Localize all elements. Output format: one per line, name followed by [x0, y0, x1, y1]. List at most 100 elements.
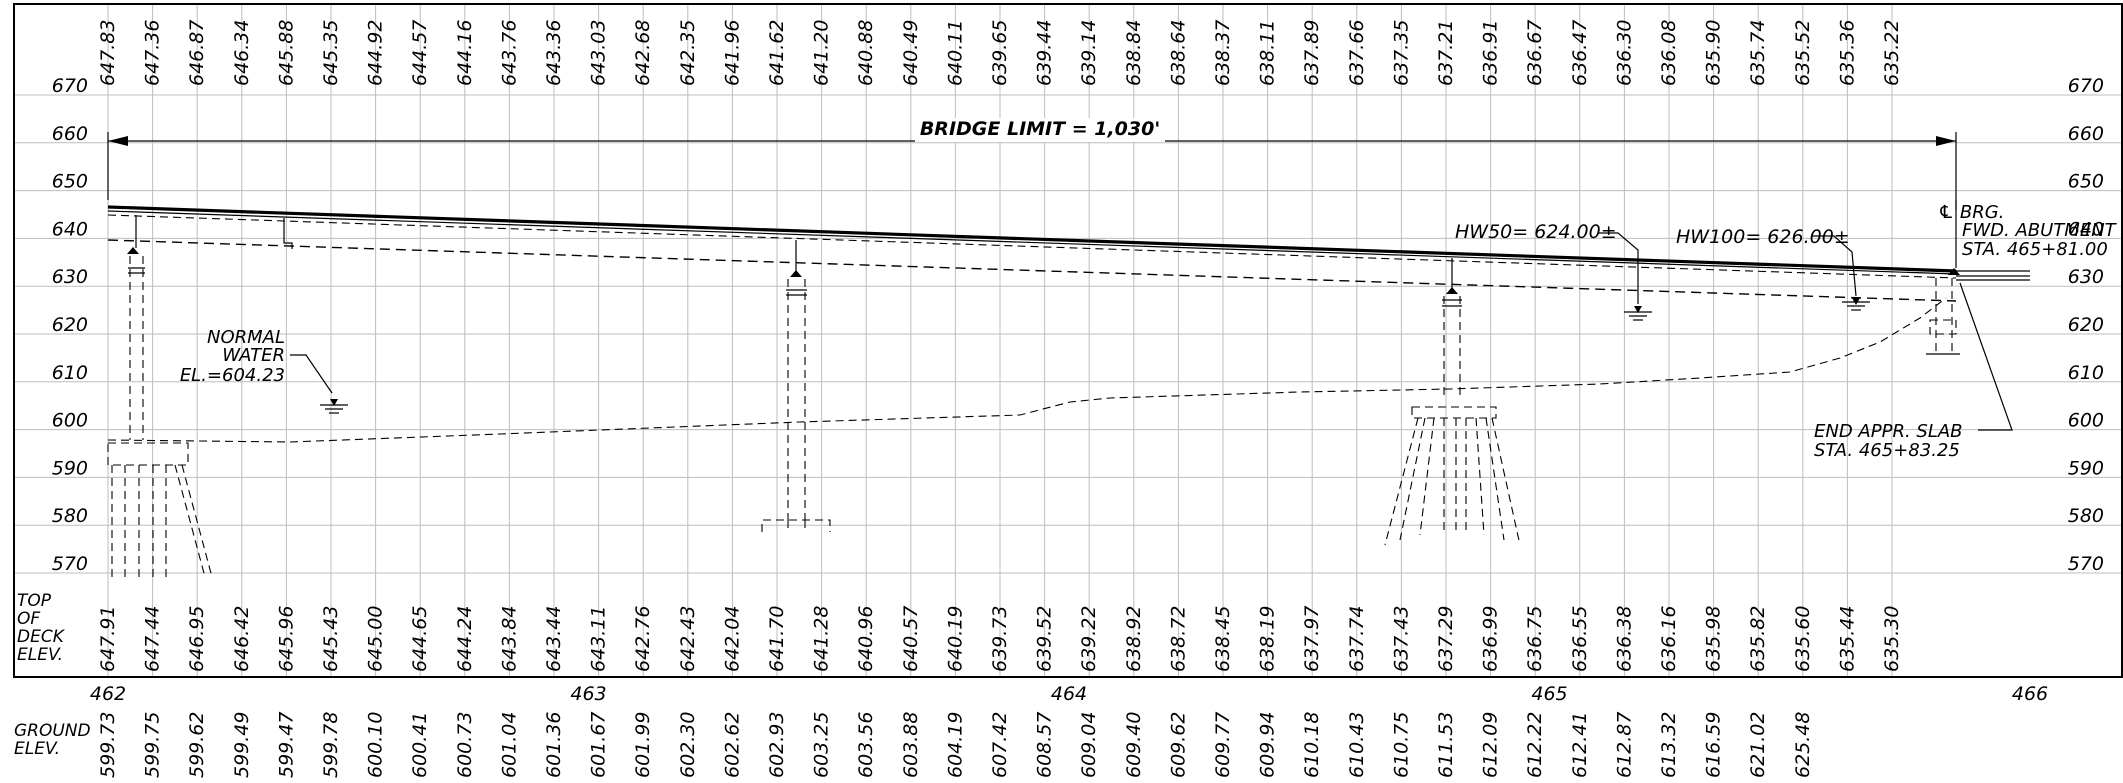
profile-grade-value: 643.03: [588, 20, 610, 86]
top-of-deck-value: 647.91: [97, 606, 119, 672]
normal-water-symbol: [290, 354, 348, 414]
ground-elev-value: 600.10: [365, 712, 387, 778]
station-label: 465: [1531, 683, 1567, 705]
top-of-deck-value: 644.24: [454, 606, 476, 672]
top-of-deck-value: 645.00: [365, 606, 387, 672]
top-of-deck-value: 637.74: [1346, 606, 1368, 672]
horizontal-gridlines: [14, 94, 2122, 574]
top-of-deck-value: 647.44: [142, 606, 164, 672]
normal-water-label-1: NORMAL: [207, 327, 285, 348]
elevation-label-right: 580: [2068, 505, 2104, 527]
profile-grade-value: 647.83: [97, 20, 119, 86]
top-of-deck-value: 640.96: [855, 606, 877, 672]
ground-elev-value: 616.59: [1703, 712, 1725, 778]
profile-grade-value: 642.68: [632, 20, 654, 86]
profile-grade-value: 638.84: [1123, 20, 1145, 86]
ground-elev-value: 602.62: [721, 712, 743, 778]
ground-elev-value: 625.48: [1792, 712, 1814, 778]
elevation-label-left: 640: [52, 218, 88, 240]
profile-grade-value: 644.57: [409, 20, 431, 86]
ground-elev-label: GROUND ELEV.: [14, 721, 91, 759]
ground-elev-value: 612.41: [1569, 712, 1591, 778]
top-of-deck-value: 636.75: [1524, 606, 1546, 672]
ground-elev-value: 603.25: [811, 712, 833, 778]
ground-elev-value: 610.18: [1301, 712, 1323, 778]
deck-label-3: DECK: [17, 627, 66, 647]
ground-elev-value: 599.47: [275, 712, 297, 778]
hw100-symbol: [1812, 235, 1870, 311]
profile-grade-value: 643.76: [498, 20, 520, 86]
top-of-deck-value: 638.92: [1123, 606, 1145, 672]
profile-grade-value: 644.92: [365, 20, 387, 86]
profile-grade-value: 639.65: [989, 20, 1011, 86]
ground-label-2: ELEV.: [14, 739, 60, 759]
top-of-deck-value: 638.72: [1167, 606, 1189, 672]
top-of-deck-value: 635.44: [1836, 606, 1858, 672]
normal-water-note: NORMAL WATER EL.=604.23: [180, 327, 285, 386]
top-of-deck-value: 646.42: [231, 606, 253, 672]
top-of-deck-value: 641.28: [811, 606, 833, 672]
approach-slab-leader: [1959, 282, 2013, 431]
top-of-deck-value: 637.97: [1301, 606, 1323, 672]
top-of-deck-value: 645.43: [320, 606, 342, 672]
bearing-label-1: ℄ BRG.: [1938, 202, 2004, 223]
ground-elev-value: 611.53: [1435, 712, 1457, 778]
approach-slab-note: END APPR. SLAB STA. 465+83.25: [1814, 421, 1963, 461]
deck-break-mark: [283, 218, 293, 249]
top-of-deck-value: 643.11: [588, 606, 610, 672]
top-of-deck-value: 641.70: [766, 606, 788, 672]
profile-grade-value: 645.88: [275, 20, 297, 86]
forward-abutment: [1926, 200, 1960, 355]
elevation-axis-left: 670 660 650 640 630 620 610 600 590 580 570: [52, 75, 88, 575]
profile-grade-value: 638.64: [1167, 20, 1189, 86]
profile-grade-value: 641.96: [721, 20, 743, 86]
ground-elev-value: 609.94: [1257, 712, 1279, 778]
ground-label-1: GROUND: [14, 721, 91, 741]
ground-elev-value: 601.04: [498, 712, 520, 778]
profile-grade-value: 637.66: [1346, 20, 1368, 86]
hw50-symbol: [1598, 232, 1652, 321]
profile-grade-value: 636.47: [1569, 20, 1591, 86]
elevation-label-left: 610: [52, 362, 88, 384]
profile-grade-value: 637.21: [1435, 20, 1457, 86]
profile-grade-value: 637.35: [1390, 20, 1412, 86]
profile-grade-value: 638.37: [1212, 20, 1234, 86]
top-of-deck-value: 642.76: [632, 606, 654, 672]
bridge-limit-dimension: BRIDGE LIMIT = 1,030': [107, 118, 1957, 210]
normal-water-label-3: EL.=604.23: [180, 365, 285, 386]
elevation-label-right: 610: [2068, 362, 2104, 384]
elevation-label-left: 620: [52, 314, 88, 336]
approach-slab-label-1: END APPR. SLAB: [1814, 421, 1963, 442]
top-of-deck-label: TOP OF DECK ELEV.: [17, 591, 66, 665]
profile-grade-value: 641.62: [766, 20, 788, 86]
ground-elev-value: 609.62: [1167, 712, 1189, 778]
ground-elev-value: 609.77: [1212, 712, 1234, 778]
ground-elev-value: 604.19: [944, 712, 966, 778]
top-of-deck-value: 636.16: [1658, 606, 1680, 672]
top-of-deck-value: 639.22: [1078, 606, 1100, 672]
profile-grade-value: 636.91: [1480, 20, 1502, 86]
ground-elev-value: 601.36: [543, 712, 565, 778]
profile-grade-value: 637.89: [1301, 20, 1323, 86]
elevation-label-left: 670: [52, 75, 88, 97]
ground-elev-value: 599.73: [97, 712, 119, 778]
top-of-deck-value: 637.43: [1390, 606, 1412, 672]
ground-elev-value: 603.88: [900, 712, 922, 778]
ground-elev-value: 599.75: [142, 712, 164, 778]
ground-elev-value: 612.87: [1613, 712, 1635, 778]
top-of-deck-value: 642.43: [677, 606, 699, 672]
elevation-label-left: 580: [52, 505, 88, 527]
ground-elev-value: 600.73: [454, 712, 476, 778]
elevation-label-left: 660: [52, 123, 88, 145]
profile-grade-value: 635.74: [1747, 20, 1769, 86]
top-of-deck-value: 637.29: [1435, 606, 1457, 672]
bridge-deck: [107, 205, 2030, 302]
ground-elev-value: 613.32: [1658, 712, 1680, 778]
ground-elev-value: 621.02: [1747, 712, 1769, 778]
top-of-deck-value: 636.38: [1613, 606, 1635, 672]
elevation-label-left: 570: [52, 553, 88, 575]
top-of-deck-value: 639.52: [1034, 606, 1056, 672]
normal-water-label-2: WATER: [222, 345, 285, 366]
elevation-label-left: 650: [52, 171, 88, 193]
